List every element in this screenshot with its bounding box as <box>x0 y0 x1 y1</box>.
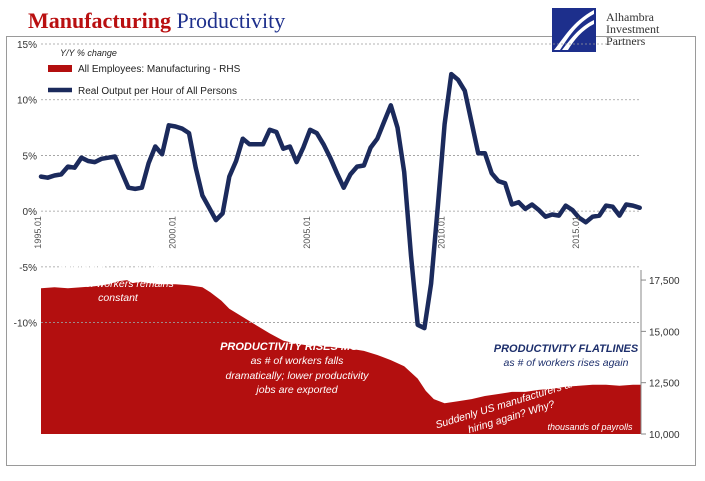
annotation-rises-sub2: constant <box>98 292 139 304</box>
x-tick-label: 2000.01 <box>168 216 178 249</box>
productivity-line <box>38 71 642 331</box>
logo-line3: Partners <box>606 34 646 48</box>
x-tick-label: 1995.01 <box>33 216 43 249</box>
annotation-payrolls: thousands of payrolls <box>547 422 633 432</box>
annotation-rises-sub1: as # of workers remains <box>62 278 174 290</box>
logo-line2: Investment <box>606 22 660 36</box>
chart-title-part1: Manufacturing <box>28 8 171 33</box>
legend-label-employment: All Employees: Manufacturing - RHS <box>78 64 241 75</box>
chart-subtitle: Y/Y % change <box>60 48 117 58</box>
y-left-tick-label: 5% <box>23 151 38 162</box>
y-right-tick-label: 17,500 <box>649 276 680 287</box>
chart-title-part2: Productivity <box>176 8 286 33</box>
legend-swatch-employment <box>48 65 72 72</box>
y-left-tick-label: 10% <box>17 96 37 107</box>
y-left-tick-label: 15% <box>17 40 37 51</box>
x-tick-label: 2010.01 <box>437 216 447 249</box>
chart-title: Manufacturing Productivity <box>28 8 285 34</box>
logo-text: Alhambra Investment Partners <box>606 11 659 47</box>
annotation-flat-sub1: as # of workers rises again <box>504 357 629 369</box>
productivity-line-layer <box>38 71 642 331</box>
y-left-tick-label: -10% <box>14 319 37 330</box>
chart-frame <box>6 36 696 466</box>
axes-layer: 15% 10% 5% 0% -5% -10% 17,500 15,000 12,500 10,00… <box>14 40 680 441</box>
legend-label-productivity: Real Output per Hour of All Persons <box>78 86 237 97</box>
y-right-tick-label: 15,000 <box>649 327 680 338</box>
y-right-tick-label: 10,000 <box>649 430 680 441</box>
annotation-flat-head: PRODUCTIVITY FLATLINES <box>494 343 639 355</box>
annotation-rises-head: PRODUCTIVITY RISES <box>60 263 178 275</box>
alhambra-logo-icon <box>552 8 596 52</box>
y-left-tick-label: 0% <box>23 207 38 218</box>
annotation-more-head: PRODUCTIVITY RISES MORE <box>220 341 374 353</box>
y-left-tick-label: -5% <box>19 263 37 274</box>
x-tick-label: 2005.01 <box>302 216 312 249</box>
annotation-more-sub1: as # of workers falls <box>251 355 345 367</box>
y-right-tick-label: 12,500 <box>649 379 680 390</box>
grid-layer <box>41 43 641 323</box>
annotation-more-sub2: dramatically; lower productivity <box>226 370 370 382</box>
annotation-more-sub3: jobs are exported <box>254 384 338 396</box>
legend: Y/Y % change All Employees: Manufacturing… <box>48 48 241 97</box>
employment-area <box>41 280 641 434</box>
employment-area-layer <box>41 280 641 434</box>
x-tick-label: 2015.01 <box>571 216 581 249</box>
logo-line1: Alhambra <box>606 10 654 24</box>
